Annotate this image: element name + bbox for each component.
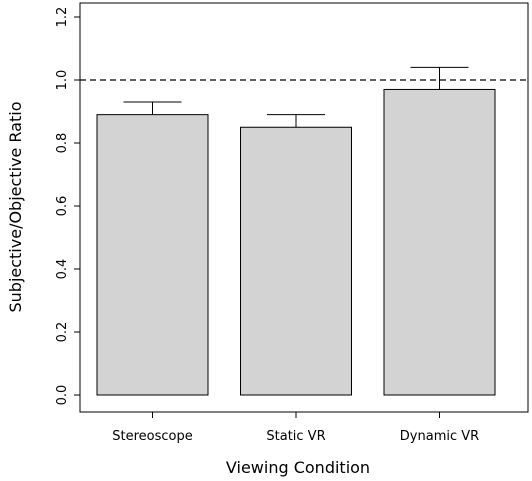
- y-axis-title: Subjective/Objective Ratio: [6, 102, 25, 313]
- x-axis-title: Viewing Condition: [226, 458, 370, 477]
- x-axis: Stereoscope Static VR Dynamic VR: [112, 412, 479, 444]
- y-tick-label: 0.4: [55, 259, 70, 280]
- y-tick-label: 0.2: [55, 322, 70, 343]
- error-bars-layer: [123, 66, 469, 128]
- bar-static-vr: [240, 126, 352, 396]
- y-tick-label: 0.8: [55, 133, 70, 154]
- x-tick-label: Static VR: [266, 429, 325, 444]
- bar-stereoscope: [96, 114, 209, 396]
- bar-dynamic-vr: [383, 88, 496, 396]
- y-tick-label: 0.6: [55, 196, 70, 217]
- y-tick-label: 0.0: [55, 385, 70, 406]
- x-tick-label: Stereoscope: [112, 429, 192, 444]
- plot-frame: [79, 2, 529, 413]
- x-tick-label: Dynamic VR: [400, 429, 479, 444]
- y-axis: 0.0 0.2 0.4 0.6 0.8 1.0 1.2: [55, 7, 80, 406]
- y-tick-label: 1.2: [55, 7, 70, 28]
- y-tick-label: 1.0: [55, 70, 70, 91]
- bars-layer: [96, 88, 496, 396]
